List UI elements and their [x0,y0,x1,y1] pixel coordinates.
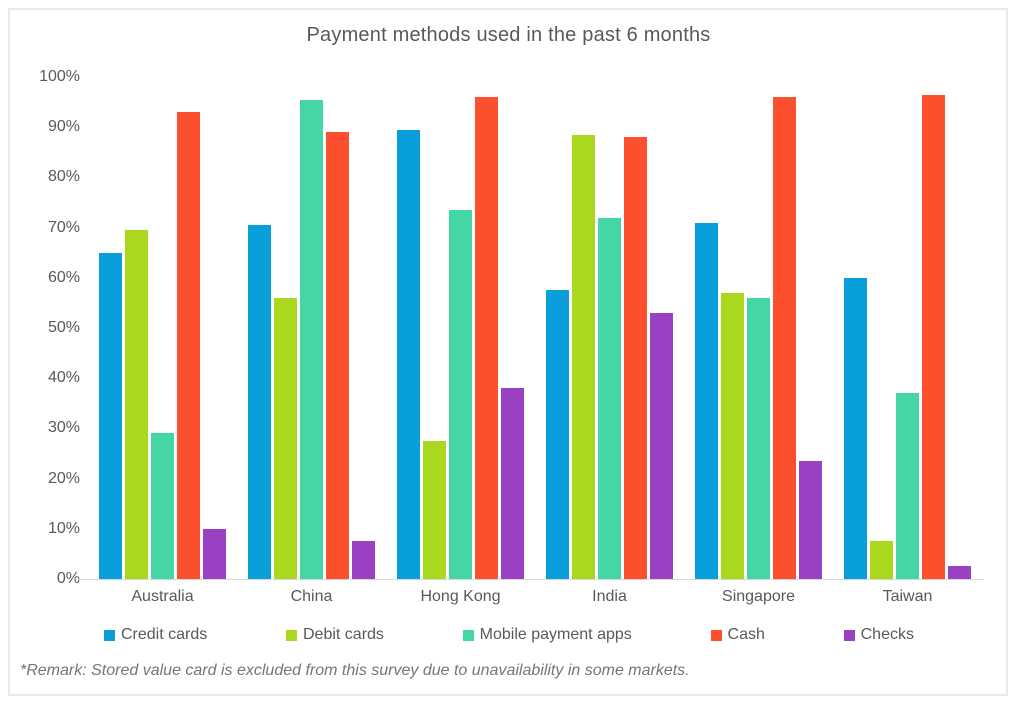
legend-label-credit-cards: Credit cards [121,626,208,643]
y-axis-label-10: 10% [47,519,80,537]
bar-debit-cards-taiwan [870,541,893,579]
legend-item-checks: Checks [843,626,914,644]
bar-debit-cards-hong-kong [423,440,446,579]
legend-label-cash: Cash [727,626,765,643]
x-axis-labels: Australia China Hong Kong India Singapore Tai… [88,588,982,606]
legend-swatch-cash [710,629,722,641]
y-axis-label-90: 90% [47,118,80,136]
bar-credit-cards-taiwan [844,277,867,579]
chart-title: Payment methods used in the past 6 month… [306,24,711,46]
bar-group-china [237,77,386,579]
bar-cash-australia [177,112,200,579]
x-axis-label-taiwan: Taiwan [882,588,933,605]
legend-item-credit-cards: Credit cards [104,626,207,644]
bar-debit-cards-australia [125,230,148,579]
legend-swatch-debit-cards [286,629,297,641]
x-axis-line [78,579,984,580]
bar-credit-cards-india [546,290,569,579]
legend-swatch-credit-cards [104,629,115,641]
bar-group-australia [88,77,237,579]
bar-mobile-payment-apps-australia [151,433,174,579]
legend-item-mobile-payment-apps: Mobile payment apps [462,626,632,644]
bar-mobile-payment-apps-taiwan [896,393,919,579]
bar-credit-cards-hong-kong [397,129,420,579]
bar-checks-taiwan [948,566,971,579]
bar-cash-taiwan [922,94,945,579]
bar-checks-india [650,312,673,579]
y-axis-label-30: 30% [47,419,80,437]
x-axis-label-india: India [592,588,627,605]
y-axis-label-100: 100% [39,68,80,85]
legend-swatch-mobile-payment-apps [462,629,474,641]
legend-item-debit-cards: Debit cards [286,626,384,644]
bar-credit-cards-australia [99,252,122,579]
bar-group-india [535,77,684,579]
x-axis-label-hong-kong: Hong Kong [420,588,501,605]
bar-group-singapore [684,77,833,579]
y-axis-label-40: 40% [47,369,80,387]
legend-item-cash: Cash [710,626,765,644]
bar-cash-china [326,132,349,579]
bar-credit-cards-singapore [695,222,718,579]
y-axis-label-70: 70% [47,218,80,236]
x-axis-label-singapore: Singapore [722,588,795,605]
legend-label-checks: Checks [860,626,914,643]
y-axis-label-50: 50% [47,319,80,336]
y-axis-label-20: 20% [47,469,80,487]
chart-border [8,8,1008,696]
bar-mobile-payment-apps-hong-kong [449,210,472,579]
bar-group-taiwan [833,77,982,579]
bar-credit-cards-china [248,225,271,579]
bar-mobile-payment-apps-singapore [747,297,770,579]
footnote: *Remark: Stored value card is excluded f… [20,662,690,679]
bar-cash-india [624,137,647,579]
bar-checks-hong-kong [501,388,524,579]
y-axis-label-80: 80% [47,168,80,186]
bar-debit-cards-india [572,134,595,579]
bar-debit-cards-china [274,297,297,579]
x-axis-label-china: China [290,588,333,605]
y-axis-label-0: 0% [56,570,80,587]
bar-checks-singapore [799,461,822,579]
bar-group-hong-kong [386,77,535,579]
legend-label-debit-cards: Debit cards [303,626,384,643]
bar-cash-hong-kong [475,97,498,579]
bar-checks-australia [203,528,226,579]
bar-debit-cards-singapore [721,292,744,579]
legend: Credit cards Debit cards Mobile payment ap… [104,626,914,644]
bar-mobile-payment-apps-india [598,217,621,579]
x-axis-label-australia: Australia [131,588,194,605]
legend-label-mobile-payment-apps: Mobile payment apps [479,626,632,643]
bar-checks-china [352,541,375,579]
legend-swatch-checks [843,629,855,641]
bar-mobile-payment-apps-china [300,99,323,579]
bar-cash-singapore [773,97,796,579]
plot-area [88,77,982,579]
y-axis-label-60: 60% [47,268,80,286]
